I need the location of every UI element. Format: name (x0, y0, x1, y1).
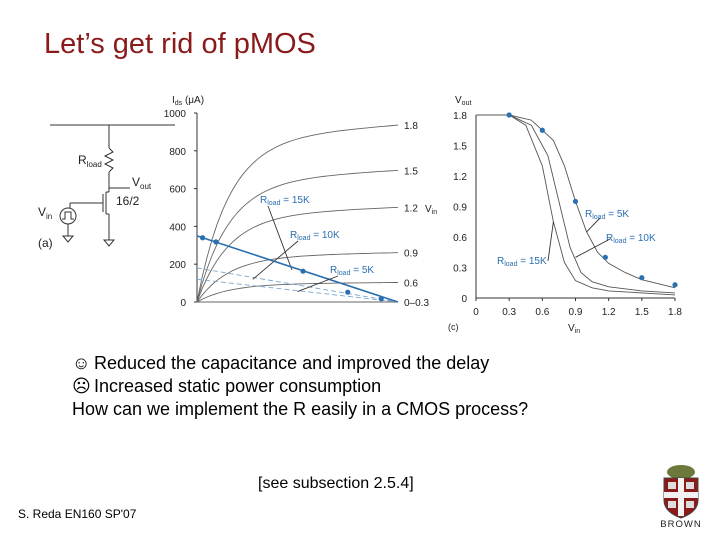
iv-operating-point (378, 296, 384, 302)
vtc-chart-part-label: (c) (448, 322, 459, 332)
iv-curve-label: 0.6 (404, 278, 418, 289)
iv-chart-vin-label: Vin (425, 204, 437, 216)
iv-chart-y-tick-label: 800 (169, 147, 186, 158)
iv-operating-point (300, 268, 306, 274)
bullet-item: ☺ Reduced the capacitance and improved th… (72, 352, 528, 375)
vtc-chart-xlabel: Vin (568, 323, 580, 335)
vtc-chart-y-tick-label: 0.6 (453, 233, 467, 244)
circuit-vin-label: Vin (38, 205, 52, 221)
smiley-face-icon: ☺ (72, 353, 91, 373)
circuit-load-label: Rload (78, 153, 102, 169)
iv-curve (196, 282, 398, 303)
vtc-point (639, 275, 645, 281)
iv-chart-ylabel: Ids (μA) (172, 95, 204, 107)
vtc-chart-y-tick-label: 0.3 (453, 264, 467, 275)
vtc-chart-y-tick-label: 1.8 (453, 111, 467, 122)
iv-operating-point (199, 235, 206, 241)
load-line-label: Rload = 15K (260, 195, 310, 207)
circuit-size-label: 16/2 (116, 194, 140, 208)
load-line-pointer (297, 275, 339, 293)
load-line (196, 267, 399, 303)
vtc-chart-x-tick-label: 0.3 (502, 307, 516, 318)
iv-operating-point (345, 289, 351, 295)
bullet-list: ☺ Reduced the capacitance and improved th… (72, 352, 528, 421)
load-line-pointer (252, 240, 299, 280)
iv-chart-y-tick-label: 600 (169, 185, 186, 196)
vtc-point (672, 282, 678, 288)
iv-chart-y-tick-label: 1000 (164, 109, 187, 120)
iv-curve-label: 1.5 (404, 166, 418, 177)
svg-text:BROWN: BROWN (660, 519, 701, 528)
load-line-label: Rload = 5K (330, 265, 374, 277)
vtc-label-pointer (547, 221, 554, 262)
vtc-curve (476, 114, 676, 289)
vtc-chart-ylabel: Vout (455, 95, 471, 107)
circuit-vout-label: Vout (132, 175, 152, 191)
iv-curve (196, 169, 399, 303)
slide-title: Let’s get rid of pMOS (44, 28, 316, 60)
vtc-chart-y-tick-label: 1.5 (453, 142, 467, 153)
brown-university-logo: BROWN (660, 465, 701, 528)
bullet-item: How can we implement the R easily in a C… (72, 398, 528, 421)
iv-curve-label: 1.2 (404, 203, 418, 214)
vtc-chart-x-tick-label: 1.5 (635, 307, 649, 318)
vtc-curve-label: Rload = 15K (497, 256, 547, 268)
vtc-chart-y-tick-label: 1.2 (453, 172, 467, 183)
bullet-text: Reduced the capacitance and improved the… (94, 353, 490, 373)
vtc-point (506, 112, 512, 118)
vtc-curve-label: Rload = 10K (606, 233, 656, 245)
vtc-chart-x-tick-label: 1.2 (602, 307, 616, 318)
footer-author: S. Reda EN160 SP'07 (18, 507, 137, 521)
vtc-chart-y-tick-label: 0.9 (453, 203, 467, 214)
figure: Rload Vout 16/2 Vin (a) Ids (μA) Vin 0 20… (38, 95, 682, 335)
iv-curve-label: 0–0.3 (404, 298, 429, 309)
iv-curve-label: 0.9 (404, 249, 418, 260)
load-line-label: Rload = 10K (290, 230, 340, 242)
vtc-curve (476, 114, 676, 294)
load-line (196, 235, 399, 303)
load-line (196, 278, 399, 303)
iv-operating-point (213, 239, 219, 245)
iv-curve (196, 206, 399, 303)
circuit-part-label: (a) (38, 236, 53, 250)
iv-chart-y-tick-label: 200 (169, 260, 186, 271)
iv-curve (196, 124, 399, 303)
bullet-text: How can we implement the R easily in a C… (72, 399, 529, 419)
vtc-chart: Vout Vin (c) 0 0.3 0.6 0.9 1.2 1.5 1.8 0 0.3 0.6 0… (448, 95, 682, 335)
iv-chart-y-tick-label: 400 (169, 222, 186, 233)
vtc-curve (476, 114, 676, 296)
vtc-label-pointer (575, 238, 611, 258)
circuit-diagram (50, 124, 175, 247)
vtc-chart-x-tick-label: 0 (473, 307, 479, 318)
vtc-chart-x-tick-label: 1.8 (668, 307, 682, 318)
vtc-point (602, 254, 608, 260)
vtc-chart-x-tick-label: 0.6 (535, 307, 549, 318)
load-line-pointer (267, 205, 293, 271)
iv-chart: Ids (μA) Vin 0 200 400 600 800 1000 1.8 1.5 1.2 0… (164, 95, 437, 309)
reference-note: [see subsection 2.5.4] (258, 475, 414, 492)
vtc-point (539, 127, 545, 133)
iv-chart-y-tick-label: 0 (180, 298, 186, 309)
vtc-chart-y-tick-label: 0 (461, 294, 467, 305)
bullet-item: ☹ Increased static power consumption (72, 375, 528, 398)
vtc-curve-label: Rload = 5K (585, 209, 629, 221)
frown-face-icon: ☹ (72, 376, 91, 396)
vtc-chart-x-tick-label: 0.9 (569, 307, 583, 318)
iv-curve (196, 252, 399, 303)
bullet-text: Increased static power consumption (94, 376, 382, 396)
vtc-label-pointer (586, 217, 601, 233)
iv-curve-label: 1.8 (404, 121, 418, 132)
vtc-point (572, 198, 579, 205)
